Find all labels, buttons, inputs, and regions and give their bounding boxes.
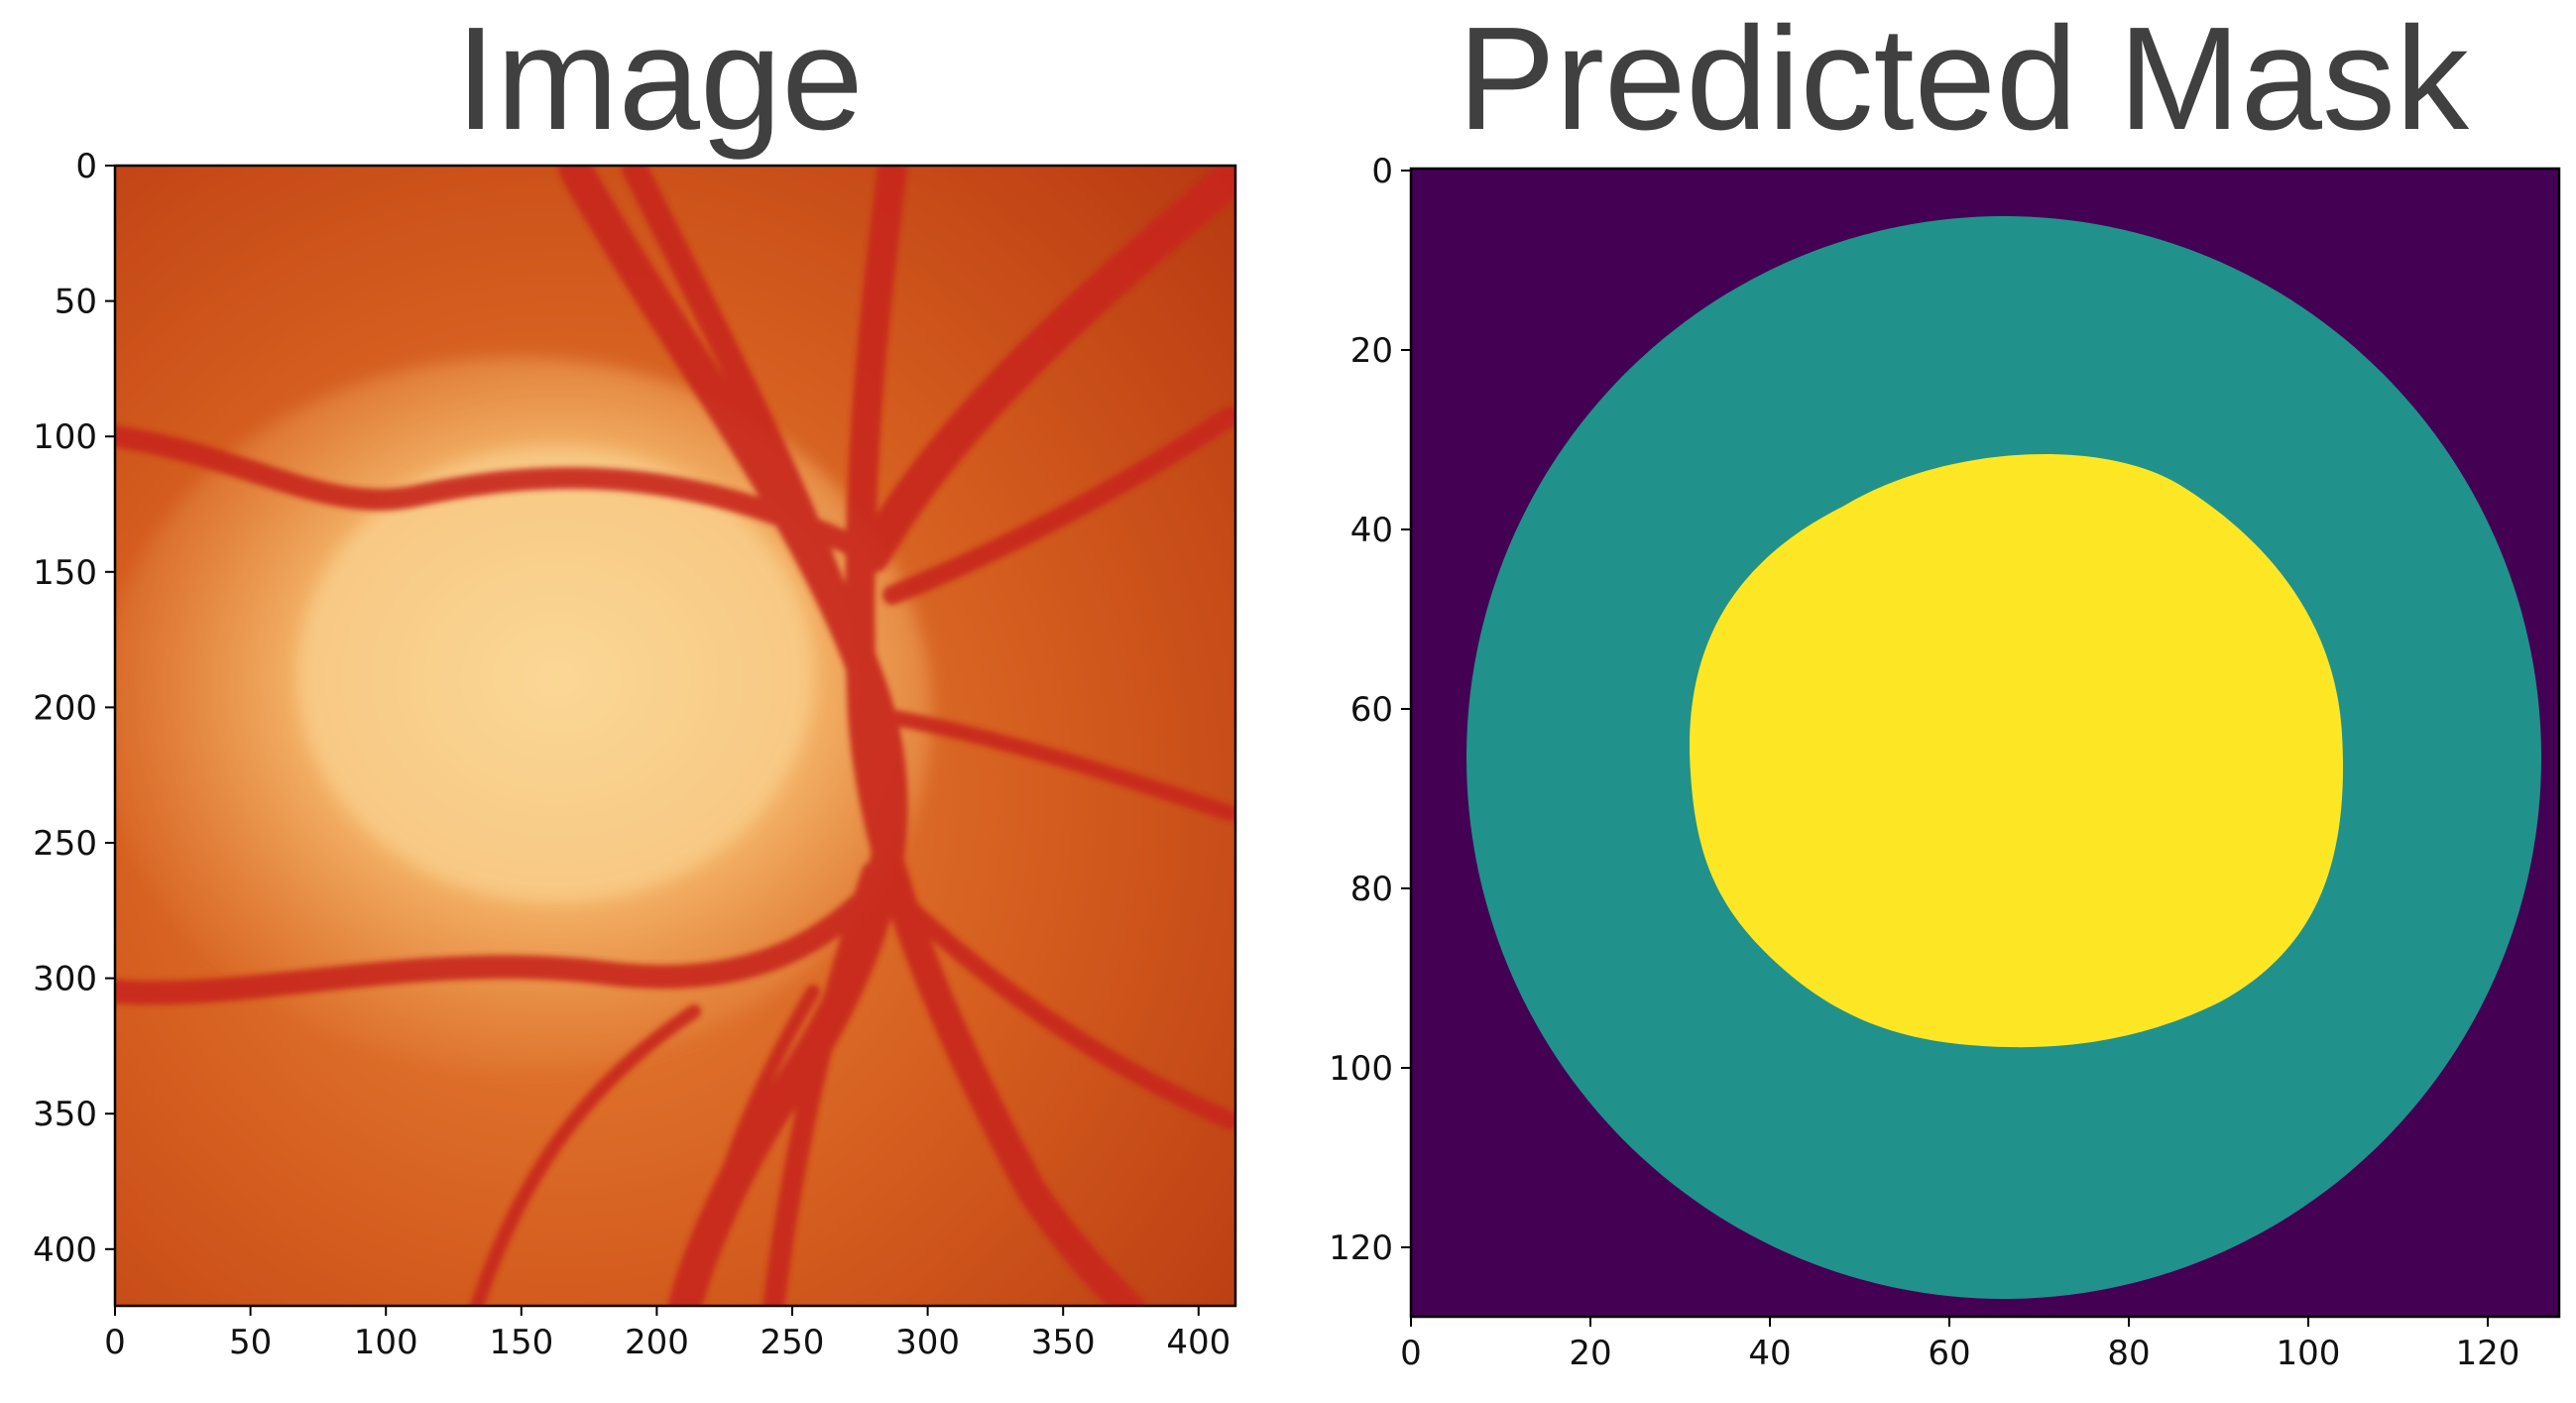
image-axes-frame — [113, 164, 1237, 1308]
image-y-tick-label: 200 — [33, 688, 97, 728]
image-x-tick-label: 50 — [229, 1323, 272, 1362]
image-title: Image — [455, 0, 864, 161]
image-y-tick-label: 50 — [55, 283, 97, 322]
image-y-tick-label: 100 — [33, 417, 97, 457]
mask-y-tick-label: 40 — [1350, 511, 1393, 550]
mask-y-tick-label: 80 — [1350, 870, 1393, 909]
image-y-tick-label: 250 — [33, 824, 97, 864]
predicted-mask-title: Predicted Mask — [1458, 0, 2469, 161]
image-x-tick-label: 300 — [895, 1323, 960, 1362]
image-y-tick-label: 350 — [33, 1095, 97, 1134]
fundus-image — [115, 166, 1235, 1306]
mask-x-tick-label: 0 — [1400, 1334, 1422, 1373]
image-x-tick-label: 150 — [489, 1323, 553, 1362]
mask-y-tick-label: 100 — [1329, 1049, 1393, 1089]
mask-x-ticks: 0 20 40 60 80 100 120 — [1400, 1317, 2519, 1373]
mask-y-tick-label: 60 — [1350, 690, 1393, 730]
image-x-tick-label: 350 — [1031, 1323, 1096, 1362]
image-y-tick-label: 300 — [33, 960, 97, 999]
image-y-ticks: 0 50 100 150 200 250 300 350 400 — [33, 147, 115, 1270]
image-x-tick-label: 0 — [104, 1323, 126, 1362]
image-x-ticks: 0 50 100 150 200 250 300 350 400 — [104, 1306, 1230, 1362]
image-y-tick-label: 0 — [75, 147, 97, 186]
mask-y-ticks: 0 20 40 60 80 100 120 — [1329, 152, 1411, 1268]
mask-y-tick-label: 20 — [1350, 331, 1393, 371]
mask-x-tick-label: 120 — [2456, 1334, 2520, 1373]
image-x-tick-label: 100 — [354, 1323, 418, 1362]
mask-x-tick-label: 60 — [1928, 1334, 1970, 1373]
image-x-tick-label: 400 — [1166, 1323, 1230, 1362]
mask-axes-frame — [1409, 167, 2561, 1319]
mask-x-tick-label: 100 — [2277, 1334, 2341, 1373]
predicted-mask-image — [1411, 169, 2559, 1317]
image-y-tick-label: 400 — [33, 1230, 97, 1270]
image-x-tick-label: 250 — [761, 1323, 825, 1362]
mask-y-tick-label: 0 — [1371, 152, 1393, 191]
mask-optic-cup — [1689, 453, 2343, 1048]
mask-x-tick-label: 20 — [1569, 1334, 1611, 1373]
mask-x-tick-label: 80 — [2107, 1334, 2150, 1373]
image-x-tick-label: 200 — [625, 1323, 689, 1362]
mask-x-tick-label: 40 — [1748, 1334, 1791, 1373]
mask-y-tick-label: 120 — [1329, 1228, 1393, 1268]
image-y-tick-label: 150 — [33, 553, 97, 593]
